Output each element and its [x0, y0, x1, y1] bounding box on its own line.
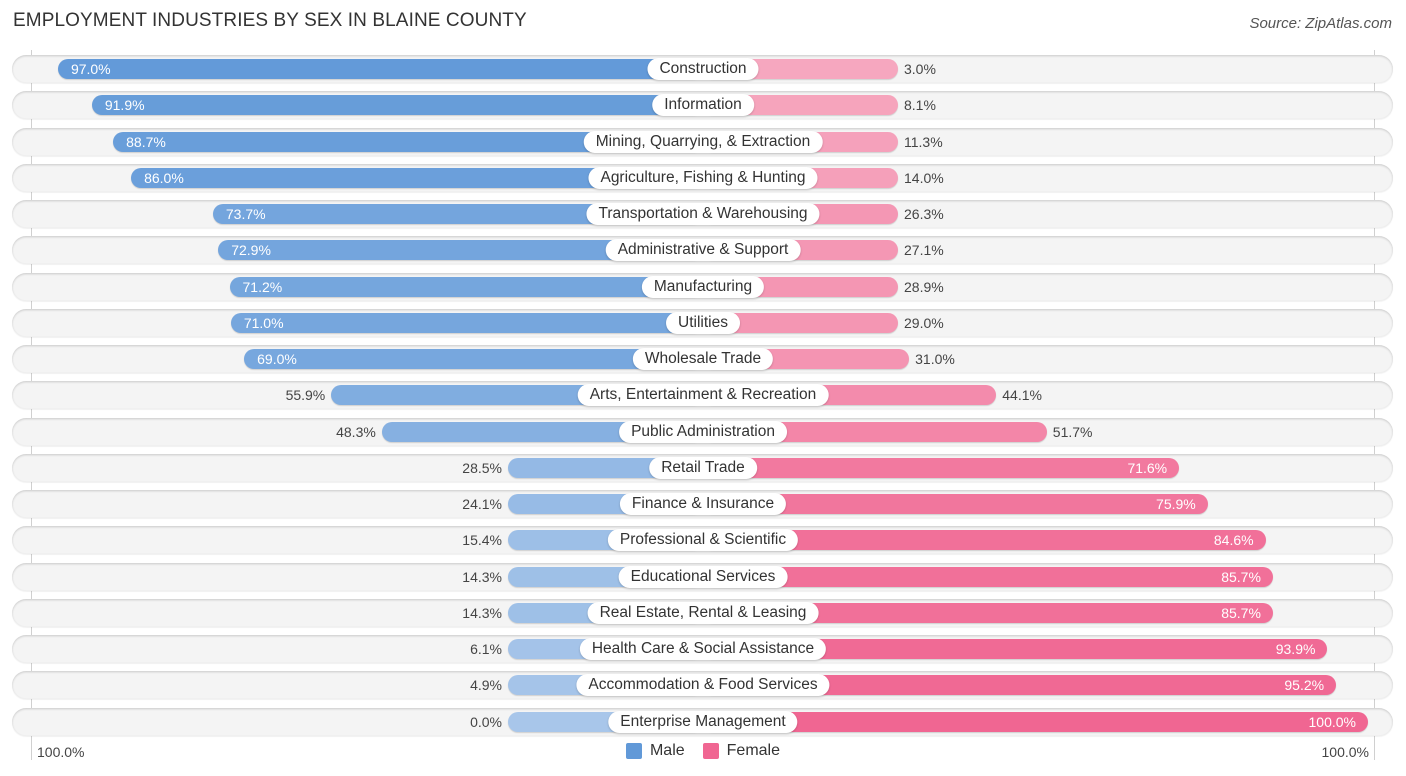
category-label: Real Estate, Rental & Leasing: [587, 601, 819, 624]
bar-female[interactable]: [703, 312, 898, 333]
value-label-female: 85.7%: [1221, 604, 1261, 621]
value-label-female: 27.1%: [904, 242, 944, 259]
value-label-male: 69.0%: [257, 351, 297, 367]
bar-female[interactable]: [703, 494, 1208, 514]
value-label-male: 0.0%: [470, 713, 502, 730]
value-label-male: 15.4%: [462, 532, 502, 549]
category-label: Transportation & Warehousing: [586, 203, 820, 225]
bar-male[interactable]: [230, 312, 703, 333]
value-label-male: 71.2%: [242, 278, 283, 295]
legend-swatch-male: [625, 743, 642, 759]
value-label-male: 55.9%: [285, 387, 326, 404]
category-label: Professional & Scientific: [607, 529, 799, 552]
value-label-male: 88.7%: [126, 133, 166, 150]
value-label-female: 29.0%: [904, 314, 944, 331]
bar-male[interactable]: [212, 204, 703, 224]
category-label: Utilities: [666, 311, 740, 334]
category-label: Wholesale Trade: [632, 348, 774, 370]
source-label: Source: ZipAtlas.com: [1249, 15, 1392, 32]
value-label-female: 3.0%: [904, 61, 936, 77]
bar-male[interactable]: [229, 276, 703, 297]
value-label-male: 73.7%: [225, 206, 266, 222]
value-label-male: 72.9%: [231, 242, 271, 259]
category-label: Enterprise Management: [608, 710, 798, 733]
category-label: Administrative & Support: [605, 239, 801, 262]
value-label-male: 86.0%: [144, 169, 184, 186]
category-label: Retail Trade: [649, 456, 757, 479]
value-label-female: 93.9%: [1275, 641, 1316, 657]
bar-female[interactable]: [703, 421, 1047, 442]
bar-female[interactable]: [703, 711, 1368, 732]
value-label-male: 97.0%: [70, 61, 111, 77]
bar-female[interactable]: [703, 602, 1273, 623]
category-label: Accommodation & Food Services: [576, 674, 830, 697]
value-label-female: 11.3%: [904, 133, 943, 150]
value-label-female: 28.9%: [904, 278, 944, 295]
bar-female[interactable]: [703, 457, 1180, 478]
bar-male[interactable]: [57, 59, 703, 79]
category-label: Arts, Entertainment & Recreation: [577, 384, 829, 407]
axis-label-right: 100.0%: [1321, 744, 1369, 760]
legend-item-female[interactable]: Female: [702, 742, 781, 760]
legend: Male Female: [0, 742, 1406, 760]
bar-male[interactable]: [131, 167, 703, 188]
bar-male[interactable]: [218, 240, 703, 261]
category-label: Health Care & Social Assistance: [579, 638, 827, 660]
value-label-male: 91.9%: [104, 97, 145, 114]
value-label-female: 100.0%: [1308, 713, 1356, 730]
legend-label-female: Female: [726, 742, 781, 759]
value-label-male: 24.1%: [462, 496, 502, 512]
category-label: Construction: [647, 58, 759, 80]
value-label-female: 8.1%: [904, 97, 936, 114]
value-label-female: 71.6%: [1127, 459, 1168, 476]
legend-item-male[interactable]: Male: [625, 742, 685, 760]
value-label-female: 31.0%: [915, 351, 955, 367]
bar-female[interactable]: [703, 566, 1273, 587]
category-label: Agriculture, Fishing & Hunting: [588, 166, 818, 189]
value-label-female: 51.7%: [1052, 423, 1093, 440]
value-label-female: 95.2%: [1284, 677, 1325, 694]
value-label-female: 84.6%: [1213, 532, 1254, 549]
category-label: Mining, Quarrying, & Extraction: [583, 130, 823, 153]
value-label-male: 71.0%: [243, 314, 284, 331]
value-label-male: 14.3%: [462, 568, 502, 585]
category-label: Public Administration: [619, 420, 787, 443]
value-label-male: 28.5%: [462, 459, 502, 476]
bar-female[interactable]: [703, 530, 1266, 551]
value-label-male: 6.1%: [470, 641, 502, 657]
category-label: Finance & Insurance: [619, 493, 787, 515]
category-label: Information: [652, 94, 754, 117]
chart-title: EMPLOYMENT INDUSTRIES BY SEX IN BLAINE C…: [13, 10, 527, 31]
legend-label-male: Male: [649, 742, 685, 759]
bar-female[interactable]: [703, 639, 1328, 659]
bar-male[interactable]: [91, 95, 703, 116]
axis-label-left: 100.0%: [37, 744, 85, 760]
category-label: Educational Services: [618, 565, 788, 588]
legend-swatch-female: [702, 743, 719, 759]
value-label-male: 48.3%: [336, 423, 376, 440]
value-label-female: 26.3%: [904, 206, 944, 222]
value-label-female: 44.1%: [1002, 387, 1042, 404]
bar-female[interactable]: [703, 675, 1337, 696]
category-label: Manufacturing: [641, 275, 765, 298]
value-label-male: 14.3%: [462, 604, 502, 621]
bar-male[interactable]: [244, 349, 703, 369]
bar-male[interactable]: [113, 131, 703, 152]
value-label-female: 14.0%: [904, 169, 944, 186]
value-label-female: 85.7%: [1221, 568, 1261, 585]
value-label-female: 75.9%: [1156, 496, 1196, 512]
value-label-male: 4.9%: [470, 677, 502, 694]
